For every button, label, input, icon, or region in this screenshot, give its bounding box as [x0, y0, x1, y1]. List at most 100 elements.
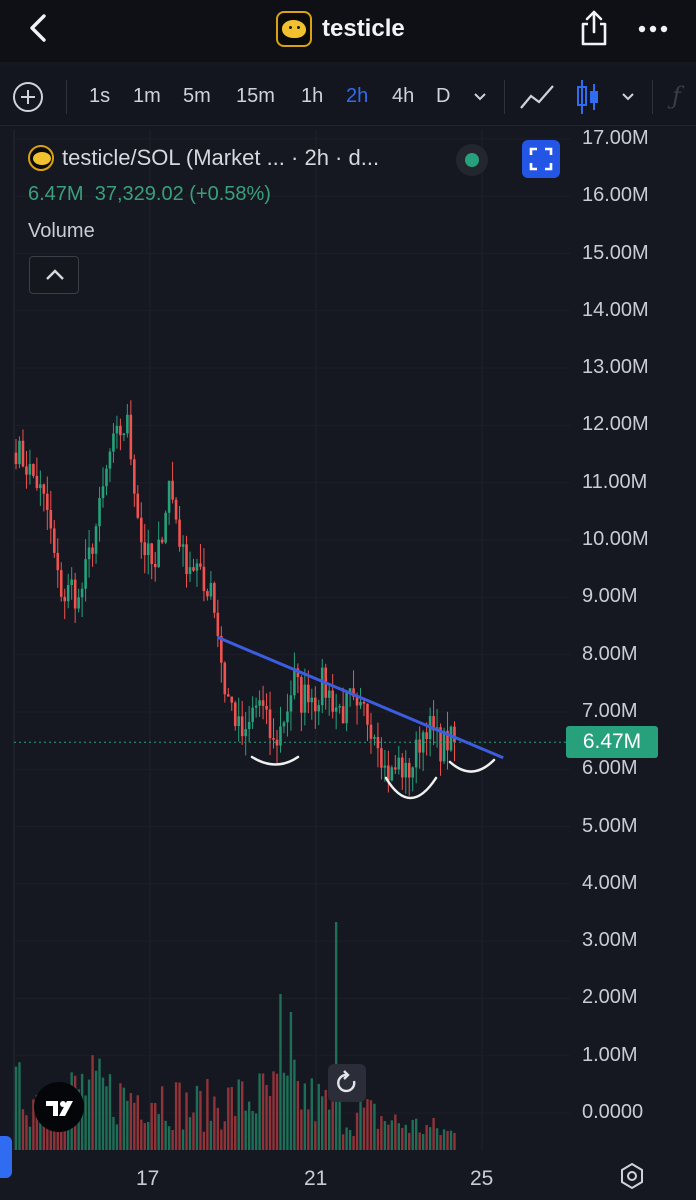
candle-body — [345, 692, 348, 724]
candle-body — [397, 757, 401, 770]
volume-bar — [112, 1116, 115, 1150]
candle-body — [146, 543, 150, 556]
plus-circle-icon[interactable] — [12, 81, 44, 113]
timeframe-1h[interactable]: 1h — [301, 85, 324, 107]
candle-body — [390, 767, 394, 781]
candle-body — [261, 700, 265, 706]
volume-bar — [237, 1079, 240, 1150]
volume-bar — [227, 1087, 230, 1150]
volume-bar — [28, 1126, 32, 1150]
candle-body — [453, 726, 456, 743]
candle-body — [216, 612, 220, 636]
volume-bar — [133, 1102, 136, 1150]
tradingview-logo[interactable] — [34, 1082, 84, 1132]
volume-bar — [157, 1114, 160, 1150]
volume-bar — [293, 1059, 296, 1150]
candle-body — [251, 707, 254, 722]
page-title: testicle — [322, 15, 405, 42]
volume-bar — [32, 1099, 35, 1150]
candle-body — [380, 748, 383, 768]
candle-body — [303, 684, 307, 713]
side-panel-handle[interactable] — [0, 1136, 12, 1178]
candle-body — [112, 433, 115, 452]
share-icon[interactable] — [574, 8, 614, 48]
candle-body — [230, 696, 234, 703]
candle-body — [414, 739, 418, 768]
price-axis-label: 17.00M — [582, 126, 649, 149]
timeframe-5m[interactable]: 5m — [183, 85, 211, 107]
candle-body — [411, 767, 415, 778]
candle-body — [407, 762, 411, 778]
candle-body — [25, 466, 28, 475]
candle-body — [376, 737, 380, 749]
candle-body — [202, 566, 206, 592]
volume-bar — [129, 1093, 133, 1150]
volume-bar — [119, 1083, 122, 1150]
volume-bar — [241, 1081, 244, 1150]
time-axis-label: 17 — [136, 1167, 160, 1190]
volume-bar — [401, 1127, 404, 1150]
fullscreen-button[interactable] — [522, 140, 560, 178]
more-dots-icon[interactable] — [634, 14, 674, 44]
candle-body — [153, 563, 157, 568]
volume-bar — [223, 1121, 226, 1150]
volume-bar — [446, 1130, 449, 1150]
candle-body — [317, 705, 321, 712]
candle-body — [136, 493, 140, 518]
volume-bar — [261, 1073, 265, 1150]
chart-legend: testicle/SOL (Market ... · 2h · d... — [28, 145, 379, 171]
timeframe-15m[interactable]: 15m — [236, 85, 275, 107]
volume-bar — [362, 1107, 366, 1150]
line-chart-icon[interactable] — [519, 80, 557, 114]
candle-body — [268, 709, 272, 739]
candlestick-icon[interactable] — [574, 78, 602, 116]
volume-bar — [387, 1124, 390, 1150]
function-icon[interactable]: ƒ — [672, 82, 681, 110]
volume-bar — [428, 1127, 432, 1150]
collapse-legend-button[interactable] — [29, 256, 79, 294]
time-axis-label: 25 — [470, 1167, 494, 1190]
candle-body — [272, 738, 275, 740]
timeframe-2h[interactable]: 2h — [346, 85, 369, 107]
gear-icon[interactable] — [618, 1162, 646, 1190]
chevron-down-icon[interactable] — [620, 88, 636, 104]
chevron-down-icon[interactable] — [472, 88, 488, 104]
candle-body — [56, 552, 60, 571]
candle-body — [139, 517, 143, 543]
volume-bar — [140, 1119, 143, 1150]
timeframe-d[interactable]: D — [436, 85, 451, 107]
symbol-title[interactable]: testicle/SOL (Market ... · 2h · d... — [62, 145, 380, 170]
volume-bar — [91, 1055, 94, 1150]
volume-bar — [185, 1092, 188, 1150]
volume-bar — [122, 1087, 126, 1150]
reset-chart-button[interactable] — [328, 1064, 366, 1102]
volume-bar — [345, 1127, 348, 1150]
volume-bar — [126, 1100, 129, 1150]
candle-body — [108, 451, 112, 469]
candle-body — [164, 512, 167, 543]
volume-bar — [206, 1078, 209, 1150]
volume-bar — [442, 1129, 446, 1150]
timeframe-1s[interactable]: 1s — [89, 85, 111, 107]
candle-body — [362, 701, 366, 704]
volume-bar — [136, 1095, 139, 1150]
volume-bar — [18, 1062, 21, 1150]
candle-body — [174, 499, 178, 520]
token-logo — [28, 145, 54, 171]
volume-bar — [307, 1109, 310, 1150]
timeframe-4h[interactable]: 4h — [392, 85, 415, 107]
toolbar-divider — [66, 80, 67, 114]
volume-bar — [355, 1112, 359, 1150]
candle-body — [338, 706, 341, 708]
candle-body — [49, 509, 53, 529]
chevron-left-icon[interactable] — [22, 10, 58, 46]
price-axis-label: 14.00M — [582, 298, 649, 321]
indicator-label[interactable]: Volume — [28, 220, 95, 242]
volume-bar — [418, 1132, 421, 1150]
candle-body — [52, 528, 56, 553]
price-axis-label: 11.00M — [582, 470, 648, 493]
candle-body — [101, 486, 105, 499]
candle-body — [209, 583, 213, 597]
timeframe-1m[interactable]: 1m — [133, 85, 161, 107]
